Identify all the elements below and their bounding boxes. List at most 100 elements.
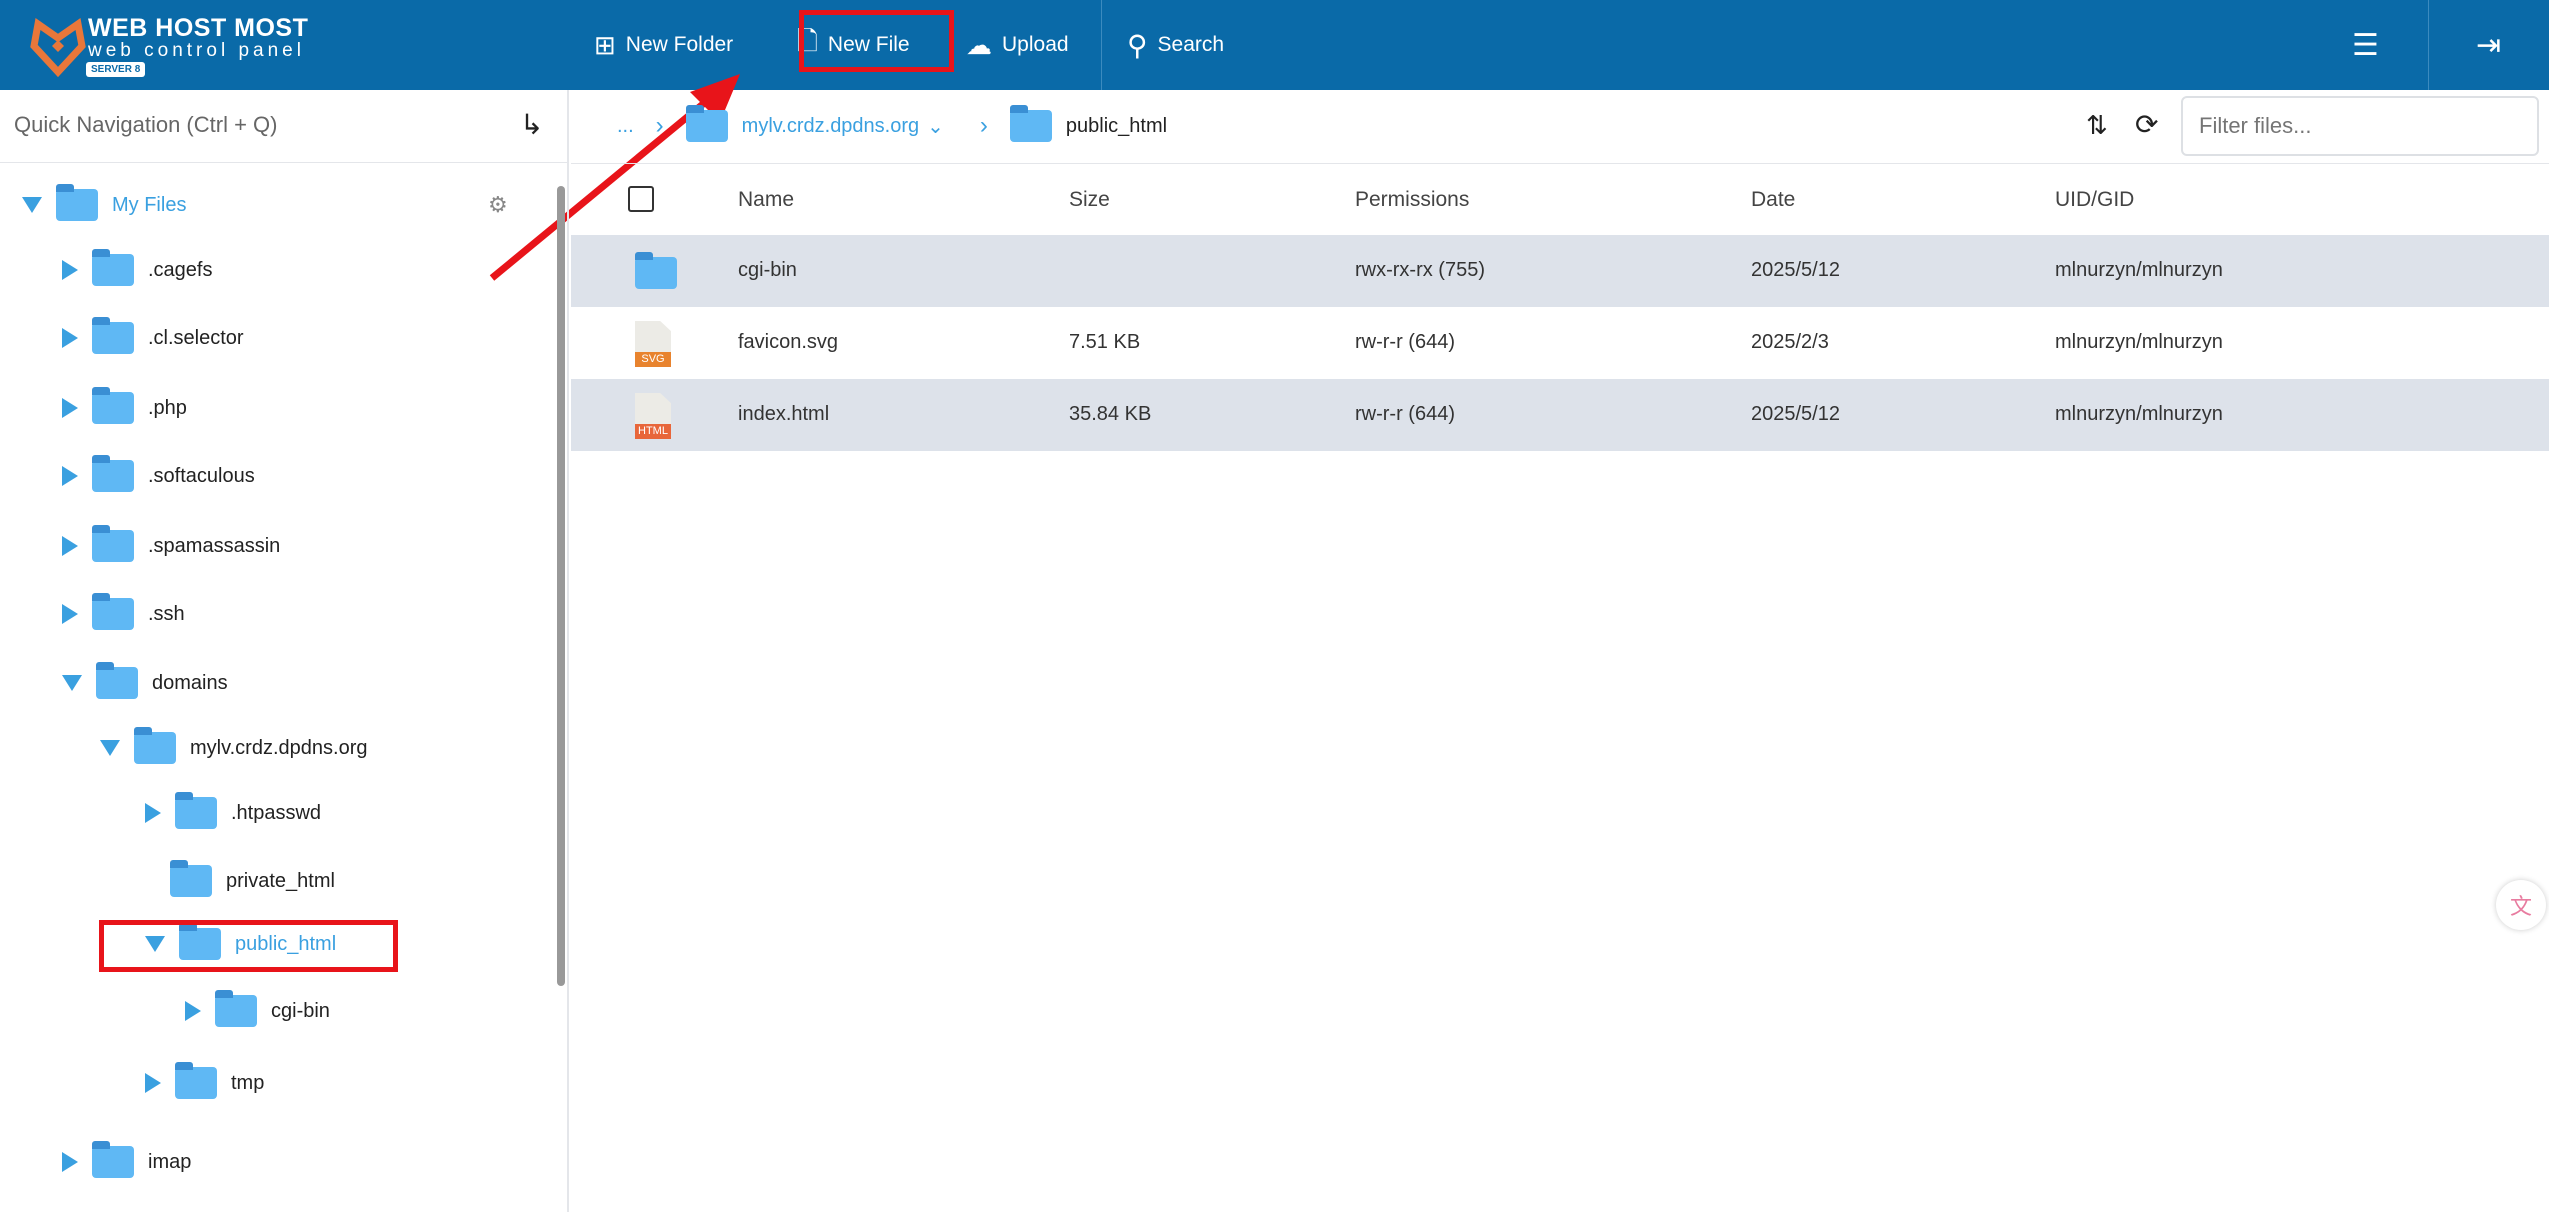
tree-item[interactable]: imap [62,1141,191,1182]
file-date: 2025/5/12 [1751,403,1840,425]
new-folder-button[interactable]: ⊞ New Folder [594,29,734,60]
translate-icon[interactable]: 文 [2496,880,2546,930]
folder-icon [92,387,134,424]
tree-settings-icon[interactable]: ⚙ [488,192,508,217]
tree-item[interactable]: .cl.selector [62,317,244,358]
quick-navigation-input[interactable]: Quick Navigation (Ctrl + Q) [14,112,278,137]
folder-icon [92,525,134,562]
breadcrumb-domain[interactable]: mylv.crdz.dpdns.org [741,114,920,137]
tree-item[interactable]: .cagefs [62,249,212,290]
tree-item[interactable]: .spamassassin [62,525,280,566]
folder-icon [56,184,98,221]
collapsed-icon[interactable] [185,1001,201,1021]
column-permissions[interactable]: Permissions [1355,188,1470,211]
sidebar: Quick Navigation (Ctrl + Q) ↳ My Files ⚙… [0,90,569,1212]
brand-name: WEB HOST MOST [88,14,309,42]
column-uid-gid[interactable]: UID/GID [2055,188,2135,211]
folder-icon [170,860,212,897]
collapsed-icon[interactable] [145,803,161,823]
collapsed-icon[interactable] [62,1152,78,1172]
tree-item[interactable]: .php [62,387,187,428]
top-bar: WEB HOST MOST web control panel SERVER 8… [0,0,2549,90]
folder-icon [175,1062,217,1099]
file-permissions: rw-r-r (644) [1355,403,1455,425]
folder-icon [1009,105,1052,142]
table-row[interactable]: HTML index.html 35.84 KB rw-r-r (644) 20… [571,379,2549,451]
expanded-icon[interactable] [62,675,82,691]
collapsed-icon[interactable] [145,1073,161,1093]
breadcrumb-current[interactable]: public_html [1065,114,1168,137]
logo-icon [30,18,86,78]
chevron-right-icon: › [979,112,988,139]
file-size: 35.84 KB [1069,403,1152,425]
refresh-icon[interactable]: ⟳ [2135,109,2159,140]
table-header: Name Size Permissions Date UID/GID [571,163,2549,235]
folder-icon [92,455,134,492]
settings-sliders-button[interactable]: ☰ [2352,24,2379,66]
column-name[interactable]: Name [738,188,795,211]
file-uid-gid: mlnurzyn/mlnurzyn [2055,259,2223,281]
table-row[interactable]: cgi-bin rwx-rx-rx (755) 2025/5/12 mlnurz… [571,235,2549,307]
file-name[interactable]: cgi-bin [738,259,797,281]
sort-icon[interactable]: ⇅ [2086,110,2108,140]
chevron-down-icon[interactable]: ⌄ [927,115,944,138]
tree-item[interactable]: .ssh [62,593,185,634]
tree-item[interactable]: private_html [170,860,335,901]
enter-arrow-icon[interactable]: ↳ [520,109,544,140]
logout-icon: ⇥ [2476,28,2502,62]
highlight-box [799,10,954,72]
collapsed-icon[interactable] [62,398,78,418]
expanded-icon[interactable] [145,936,165,952]
tree-item[interactable]: tmp [145,1062,264,1103]
tree-item[interactable]: public_html [145,923,336,964]
column-size[interactable]: Size [1069,188,1110,211]
folder-icon [635,252,677,289]
divider [2428,0,2429,90]
file-name[interactable]: index.html [738,403,830,425]
table-row[interactable]: SVG favicon.svg 7.51 KB rw-r-r (644) 202… [571,307,2549,379]
breadcrumb: ... › mylv.crdz.dpdns.org ⌄ › public_htm… [617,105,1168,142]
search-icon: ⚲ [1127,29,1148,61]
file-name[interactable]: favicon.svg [738,331,839,353]
html-file-icon: HTML [635,393,671,439]
folder-plus-icon: ⊞ [594,29,616,60]
file-uid-gid: mlnurzyn/mlnurzyn [2055,403,2223,425]
tree-item[interactable]: mylv.crdz.dpdns.org [100,727,367,768]
tree-item-my-files[interactable]: My Files [22,184,186,225]
folder-icon [175,792,217,829]
brand-subtitle: web control panel [88,40,305,61]
collapsed-icon[interactable] [62,604,78,624]
filter-files-input[interactable] [2181,96,2539,156]
tree-item[interactable]: domains [62,662,228,703]
collapsed-icon[interactable] [62,328,78,348]
svg-file-icon: SVG [635,321,671,367]
folder-icon [92,1141,134,1178]
collapsed-icon[interactable] [62,260,78,280]
upload-button[interactable]: ☁ Upload [966,29,1069,60]
breadcrumb-ellipsis[interactable]: ... [617,114,634,137]
tree-item[interactable]: .htpasswd [145,792,321,833]
collapsed-icon[interactable] [62,466,78,486]
select-all-checkbox[interactable] [628,186,654,212]
tree-item[interactable]: .softaculous [62,455,255,496]
annotation-arrow [489,74,740,281]
folder-icon [134,727,176,764]
file-date: 2025/2/3 [1751,331,1829,353]
scrollbar[interactable] [557,186,565,986]
file-panel: ... › mylv.crdz.dpdns.org ⌄ › public_htm… [571,90,2549,1212]
cloud-upload-icon: ☁ [966,29,992,60]
folder-icon [215,990,257,1027]
logout-button[interactable]: ⇥ [2476,24,2501,66]
collapsed-icon[interactable] [62,536,78,556]
folder-icon [685,105,728,142]
divider [1101,0,1102,90]
folder-icon [92,593,134,630]
column-date[interactable]: Date [1751,188,1796,211]
tree-item[interactable]: cgi-bin [185,990,330,1031]
file-permissions: rwx-rx-rx (755) [1355,259,1485,281]
file-uid-gid: mlnurzyn/mlnurzyn [2055,331,2223,353]
expanded-icon[interactable] [100,740,120,756]
search-button[interactable]: ⚲ Search [1127,29,1225,61]
folder-icon [92,317,134,354]
highlight-box [99,920,398,972]
